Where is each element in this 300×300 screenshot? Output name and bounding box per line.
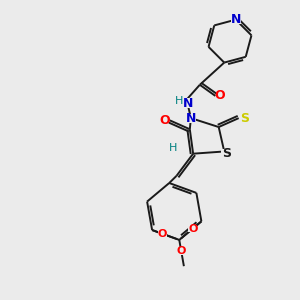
Bar	[172, 98, 192, 108]
Bar	[221, 149, 232, 158]
Text: N: N	[231, 13, 241, 26]
Bar	[186, 114, 196, 123]
Bar	[188, 225, 197, 232]
Bar	[177, 247, 186, 255]
Text: H: H	[169, 143, 177, 153]
Text: O: O	[158, 229, 167, 239]
Text: N: N	[182, 97, 193, 110]
Bar	[231, 15, 241, 24]
Text: N: N	[186, 112, 196, 124]
Text: O: O	[159, 114, 169, 127]
Bar	[216, 92, 224, 100]
Text: O: O	[188, 224, 197, 233]
Text: S: S	[222, 147, 231, 160]
Bar	[240, 114, 249, 123]
Text: O: O	[176, 246, 186, 256]
Bar	[160, 116, 168, 125]
Text: S: S	[240, 112, 249, 124]
Bar	[158, 230, 167, 238]
Text: O: O	[214, 89, 225, 102]
Text: H: H	[175, 97, 183, 106]
